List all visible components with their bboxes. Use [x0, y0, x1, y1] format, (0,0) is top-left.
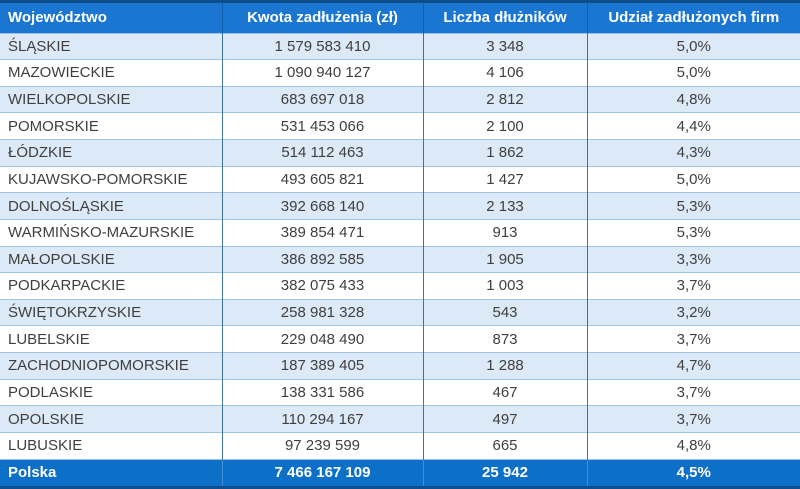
cell-udzial: 5,0%: [586, 59, 800, 87]
cell-kwota: 258 981 328: [221, 298, 423, 326]
total-liczba: 25 942: [422, 458, 587, 486]
table-row: LUBELSKIE 229 048 490 873 3,7%: [0, 325, 800, 353]
cell-wojewodztwo: ZACHODNIOPOMORSKIE: [0, 352, 222, 380]
cell-liczba: 3 348: [422, 32, 587, 60]
cell-kwota: 110 294 167: [221, 405, 423, 433]
cell-liczba: 543: [422, 298, 587, 326]
cell-udzial: 4,8%: [586, 85, 800, 113]
cell-liczba: 1 905: [422, 245, 587, 273]
cell-liczba: 2 100: [422, 112, 587, 140]
cell-kwota: 1 090 940 127: [221, 59, 423, 87]
table-row: POMORSKIE 531 453 066 2 100 4,4%: [0, 112, 800, 140]
cell-wojewodztwo: KUJAWSKO-POMORSKIE: [0, 165, 222, 193]
cell-liczba: 1 862: [422, 139, 587, 167]
table-body: ŚLĄSKIE 1 579 583 410 3 348 5,0% MAZOWIECKIE…: [0, 32, 800, 459]
cell-udzial: 4,7%: [586, 352, 800, 380]
table-row: MAŁOPOLSKIE 386 892 585 1 905 3,3%: [0, 245, 800, 273]
cell-kwota: 514 112 463: [221, 139, 423, 167]
cell-wojewodztwo: OPOLSKIE: [0, 405, 222, 433]
table-row: PODLASKIE 138 331 586 467 3,7%: [0, 378, 800, 406]
cell-wojewodztwo: MAŁOPOLSKIE: [0, 245, 222, 273]
cell-liczba: 665: [422, 431, 587, 459]
table-row: WIELKOPOLSKIE 683 697 018 2 812 4,8%: [0, 85, 800, 113]
debt-by-voivodeship-table: Województwo Kwota zadłużenia (zł) Liczba…: [0, 3, 800, 486]
cell-udzial: 3,2%: [586, 298, 800, 326]
cell-kwota: 386 892 585: [221, 245, 423, 273]
column-header-udzial-zadluzonych-firm: Udział zadłużonych firm: [586, 3, 800, 33]
cell-kwota: 683 697 018: [221, 85, 423, 113]
cell-udzial: 5,3%: [586, 218, 800, 246]
cell-wojewodztwo: PODKARPACKIE: [0, 272, 222, 300]
table-header: Województwo Kwota zadłużenia (zł) Liczba…: [0, 3, 800, 33]
cell-kwota: 493 605 821: [221, 165, 423, 193]
cell-udzial: 4,3%: [586, 139, 800, 167]
column-header-kwota-zadluzenia: Kwota zadłużenia (zł): [221, 3, 423, 33]
cell-kwota: 97 239 599: [221, 431, 423, 459]
table-row: ŚLĄSKIE 1 579 583 410 3 348 5,0%: [0, 32, 800, 60]
cell-liczba: 1 003: [422, 272, 587, 300]
table-row: ŚWIĘTOKRZYSKIE 258 981 328 543 3,2%: [0, 298, 800, 326]
cell-wojewodztwo: WARMIŃSKO-MAZURSKIE: [0, 218, 222, 246]
cell-liczba: 1 288: [422, 352, 587, 380]
cell-liczba: 4 106: [422, 59, 587, 87]
cell-wojewodztwo: LUBUSKIE: [0, 431, 222, 459]
total-label: Polska: [0, 458, 222, 486]
cell-wojewodztwo: LUBELSKIE: [0, 325, 222, 353]
cell-wojewodztwo: PODLASKIE: [0, 378, 222, 406]
total-kwota: 7 466 167 109: [221, 458, 423, 486]
cell-kwota: 389 854 471: [221, 218, 423, 246]
table-row: LUBUSKIE 97 239 599 665 4,8%: [0, 431, 800, 459]
cell-kwota: 229 048 490: [221, 325, 423, 353]
table-footer: Polska 7 466 167 109 25 942 4,5%: [0, 458, 800, 486]
cell-kwota: 1 579 583 410: [221, 32, 423, 60]
header-row: Województwo Kwota zadłużenia (zł) Liczba…: [0, 3, 800, 33]
cell-liczba: 467: [422, 378, 587, 406]
cell-udzial: 5,0%: [586, 165, 800, 193]
cell-wojewodztwo: POMORSKIE: [0, 112, 222, 140]
table-row: OPOLSKIE 110 294 167 497 3,7%: [0, 405, 800, 433]
table-row: PODKARPACKIE 382 075 433 1 003 3,7%: [0, 272, 800, 300]
cell-udzial: 3,7%: [586, 378, 800, 406]
cell-kwota: 382 075 433: [221, 272, 423, 300]
cell-udzial: 3,7%: [586, 325, 800, 353]
cell-wojewodztwo: MAZOWIECKIE: [0, 59, 222, 87]
cell-liczba: 497: [422, 405, 587, 433]
total-udzial: 4,5%: [586, 458, 800, 486]
table-row: WARMIŃSKO-MAZURSKIE 389 854 471 913 5,3%: [0, 218, 800, 246]
cell-liczba: 873: [422, 325, 587, 353]
cell-liczba: 2 812: [422, 85, 587, 113]
cell-wojewodztwo: WIELKOPOLSKIE: [0, 85, 222, 113]
cell-liczba: 2 133: [422, 192, 587, 220]
table-row: KUJAWSKO-POMORSKIE 493 605 821 1 427 5,0%: [0, 165, 800, 193]
cell-kwota: 138 331 586: [221, 378, 423, 406]
cell-udzial: 3,7%: [586, 405, 800, 433]
cell-wojewodztwo: ŚLĄSKIE: [0, 32, 222, 60]
cell-udzial: 4,8%: [586, 431, 800, 459]
cell-liczba: 913: [422, 218, 587, 246]
cell-udzial: 3,3%: [586, 245, 800, 273]
cell-kwota: 392 668 140: [221, 192, 423, 220]
table-row: ZACHODNIOPOMORSKIE 187 389 405 1 288 4,7%: [0, 352, 800, 380]
cell-udzial: 3,7%: [586, 272, 800, 300]
table-row: DOLNOŚLĄSKIE 392 668 140 2 133 5,3%: [0, 192, 800, 220]
cell-liczba: 1 427: [422, 165, 587, 193]
cell-udzial: 4,4%: [586, 112, 800, 140]
column-header-liczba-dluznikow: Liczba dłużników: [422, 3, 587, 33]
table-row: MAZOWIECKIE 1 090 940 127 4 106 5,0%: [0, 59, 800, 87]
cell-wojewodztwo: ŁÓDZKIE: [0, 139, 222, 167]
total-row: Polska 7 466 167 109 25 942 4,5%: [0, 458, 800, 486]
cell-udzial: 5,0%: [586, 32, 800, 60]
column-header-wojewodztwo: Województwo: [0, 3, 222, 33]
table-row: ŁÓDZKIE 514 112 463 1 862 4,3%: [0, 139, 800, 167]
cell-wojewodztwo: ŚWIĘTOKRZYSKIE: [0, 298, 222, 326]
cell-kwota: 531 453 066: [221, 112, 423, 140]
cell-udzial: 5,3%: [586, 192, 800, 220]
cell-kwota: 187 389 405: [221, 352, 423, 380]
cell-wojewodztwo: DOLNOŚLĄSKIE: [0, 192, 222, 220]
